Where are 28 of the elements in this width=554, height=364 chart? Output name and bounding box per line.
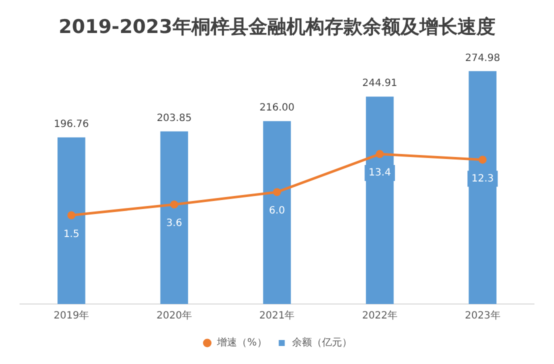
data-label: 196.76 (54, 119, 89, 130)
x-tick-label: 2019年 (54, 310, 90, 322)
data-label: 216.00 (260, 102, 294, 114)
x-tick-label: 2021年 (259, 310, 295, 322)
chart-title: 2019-2023年桐梓县金融机构存款余额及增长速度 (58, 15, 496, 40)
x-tick-label: 2023年 (464, 310, 500, 322)
bar (160, 131, 188, 304)
data-label: 6.0 (269, 206, 285, 217)
legend-label: 增速（%） (216, 336, 267, 349)
x-tick-label: 2020年 (156, 310, 192, 322)
bar (366, 96, 394, 304)
data-label: 3.6 (166, 218, 182, 230)
point (273, 188, 281, 196)
data-label: 1.5 (63, 228, 80, 240)
bar (468, 71, 496, 304)
point (67, 211, 76, 220)
x-tick-label: 2022年 (362, 310, 398, 322)
data-label: 274.98 (465, 52, 500, 64)
bar (263, 121, 291, 304)
data-label: 12.3 (471, 173, 494, 184)
point (376, 150, 384, 158)
legend-label: 余额（亿元） (292, 336, 352, 349)
data-label: 244.91 (362, 78, 398, 90)
data-label: 203.85 (156, 113, 192, 124)
data-label: 13.4 (368, 168, 391, 179)
point (170, 200, 178, 208)
point (478, 156, 487, 164)
bar (58, 137, 86, 304)
